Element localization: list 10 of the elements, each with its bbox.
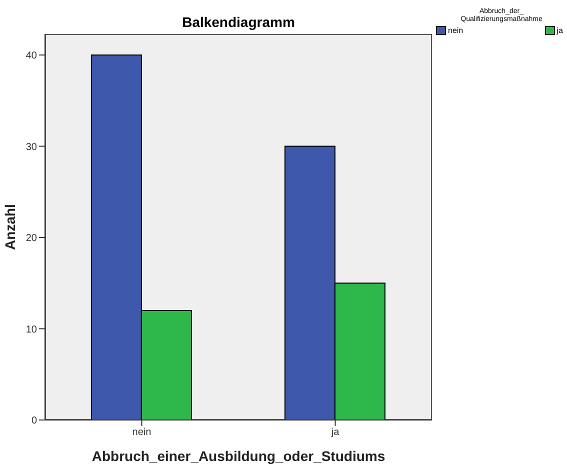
- legend-label: nein: [448, 26, 464, 35]
- chart-title: Balkendiagramm: [181, 14, 296, 30]
- y-tick-label: 40: [26, 50, 38, 62]
- legend-label: ja: [556, 26, 563, 35]
- y-tick-label: 10: [26, 324, 38, 336]
- y-tick-label: 0: [31, 416, 38, 427]
- y-axis-title: Anzahl: [2, 204, 18, 250]
- x-axis-title: Abbruch_einer_Ausbildung_oder_Studiums: [92, 448, 386, 464]
- y-tick-label: 30: [26, 142, 38, 153]
- y-tick-label: 20: [26, 233, 38, 244]
